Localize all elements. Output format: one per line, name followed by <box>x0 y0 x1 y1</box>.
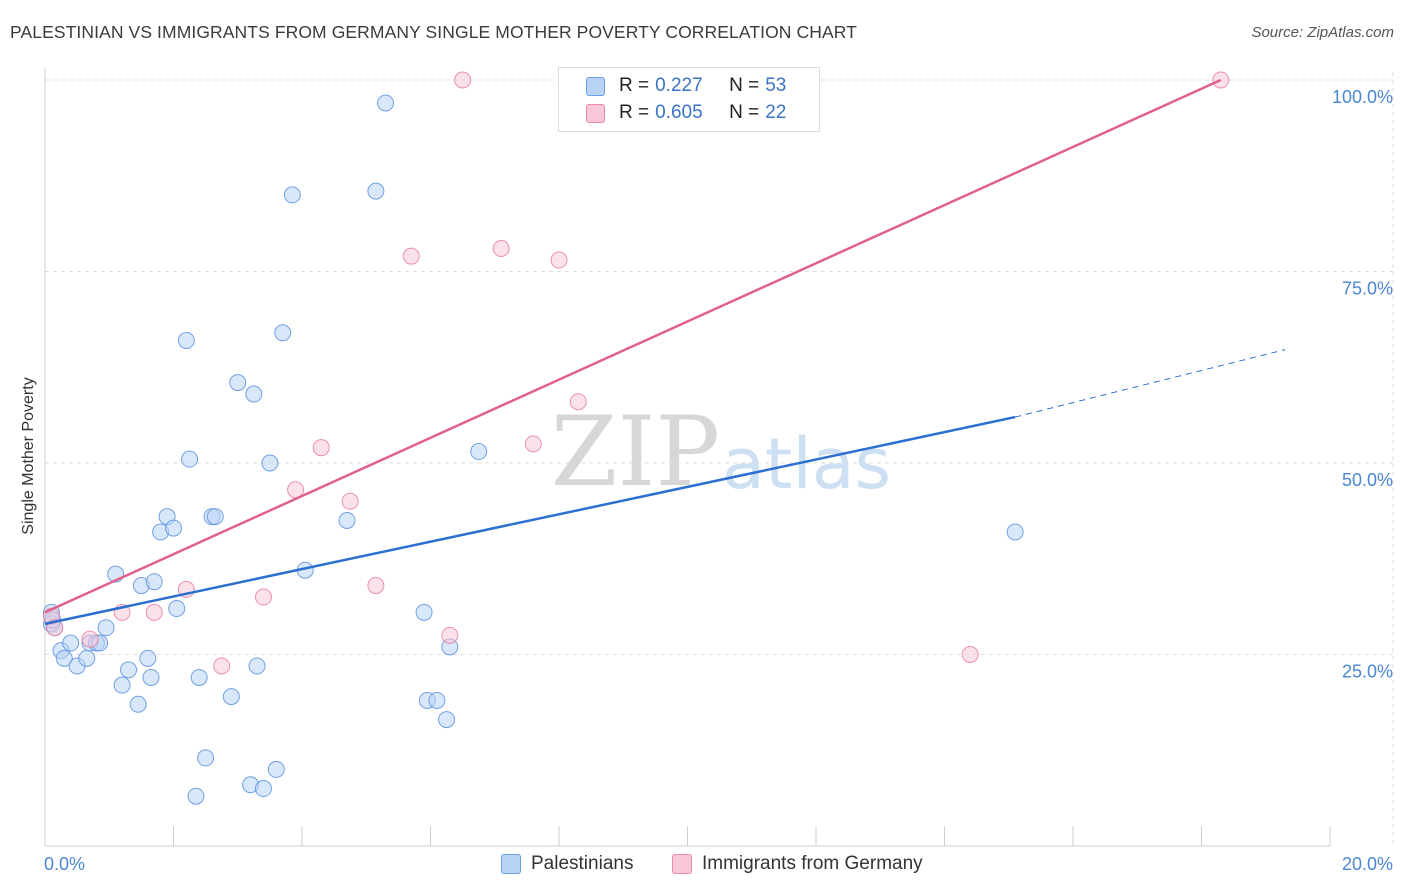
data-point <box>254 588 272 606</box>
data-point <box>190 668 208 686</box>
trendline-palestinians <box>44 415 1016 626</box>
data-point <box>245 385 263 403</box>
data-point <box>206 508 224 526</box>
chart-title: PALESTINIAN VS IMMIGRANTS FROM GERMANY S… <box>10 22 857 42</box>
series-immigrants-from-germany <box>42 71 1230 675</box>
data-point <box>470 443 488 461</box>
data-point <box>267 760 285 778</box>
data-point <box>261 454 279 472</box>
legend-item-palestinians: Palestinians <box>501 851 633 877</box>
trendline-palestinians-extension <box>1015 349 1286 418</box>
data-point <box>1006 523 1024 541</box>
immigrants-legend-swatch <box>672 854 692 874</box>
data-point <box>222 688 240 706</box>
r-label: R = <box>619 102 650 123</box>
n-value: 53 <box>765 75 787 96</box>
palestinians-legend-swatch <box>501 854 521 874</box>
data-point <box>367 577 385 595</box>
data-point <box>254 780 272 798</box>
data-point <box>415 603 433 621</box>
n-label: N = <box>729 75 760 96</box>
data-point <box>177 331 195 349</box>
legend-label-palestinians: Palestinians <box>531 853 634 874</box>
data-point <box>229 374 247 392</box>
data-point <box>248 657 266 675</box>
data-point <box>78 649 96 667</box>
data-point <box>113 676 131 694</box>
data-point <box>197 749 215 767</box>
data-point <box>312 439 330 457</box>
data-point <box>139 649 157 667</box>
source-label: Source: ZipAtlas.com <box>1251 24 1394 41</box>
data-point <box>283 186 301 204</box>
data-point <box>97 619 115 637</box>
x-tick-label: 20.0% <box>1342 854 1393 874</box>
legend-label-immigrants: Immigrants from Germany <box>702 853 923 874</box>
r-value: 0.227 <box>655 75 703 96</box>
data-point <box>213 657 231 675</box>
series-palestinians <box>42 94 1024 805</box>
immigrants-swatch <box>586 103 605 123</box>
data-point <box>428 691 446 709</box>
data-point <box>569 393 587 411</box>
data-point <box>55 649 73 667</box>
palestinians-swatch <box>586 76 605 96</box>
data-point <box>341 492 359 510</box>
data-point <box>81 630 99 648</box>
data-point <box>438 711 456 729</box>
data-point <box>338 511 356 529</box>
data-point <box>129 695 147 713</box>
axes <box>44 68 1331 847</box>
data-point <box>524 435 542 453</box>
stats-row-palestinians: R = 0.227 N = 53 <box>586 74 786 98</box>
y-tick-label: 50.0% <box>1342 470 1393 490</box>
data-point <box>274 324 292 342</box>
trendline-immigrants <box>44 78 1222 614</box>
y-tick-label: 25.0% <box>1342 662 1393 682</box>
x-tick-label: 0.0% <box>44 854 85 874</box>
data-point <box>145 573 163 591</box>
legend-item-immigrants: Immigrants from Germany <box>672 851 923 877</box>
stats-legend: R = 0.227 N = 53 R = 0.605 N = 22 <box>558 67 820 132</box>
data-point <box>181 450 199 468</box>
data-point <box>550 251 568 269</box>
y-tick-label: 75.0% <box>1342 279 1393 299</box>
n-label: N = <box>729 102 760 123</box>
data-point <box>402 247 420 265</box>
data-point <box>142 668 160 686</box>
data-point <box>120 661 138 679</box>
data-point <box>377 94 395 112</box>
r-value: 0.605 <box>655 102 703 123</box>
data-point <box>187 787 205 805</box>
data-point <box>62 634 80 652</box>
tick-labels: 25.0% 50.0% 75.0% 100.0% 0.0% 20.0% <box>44 87 1393 874</box>
data-point <box>441 626 459 644</box>
data-point <box>454 71 472 89</box>
data-point <box>145 603 163 621</box>
data-point <box>367 182 385 200</box>
data-point <box>961 646 979 663</box>
r-label: R = <box>619 75 650 96</box>
y-tick-label: 100.0% <box>1332 87 1393 107</box>
watermark-zip: ZIP <box>551 396 720 508</box>
watermark-atlas: atlas <box>722 423 891 505</box>
trendlines <box>44 78 1286 626</box>
data-point <box>492 240 510 258</box>
stats-row-immigrants: R = 0.605 N = 22 <box>586 101 786 125</box>
data-point <box>168 600 186 618</box>
n-value: 22 <box>765 102 787 123</box>
data-point <box>165 519 182 537</box>
